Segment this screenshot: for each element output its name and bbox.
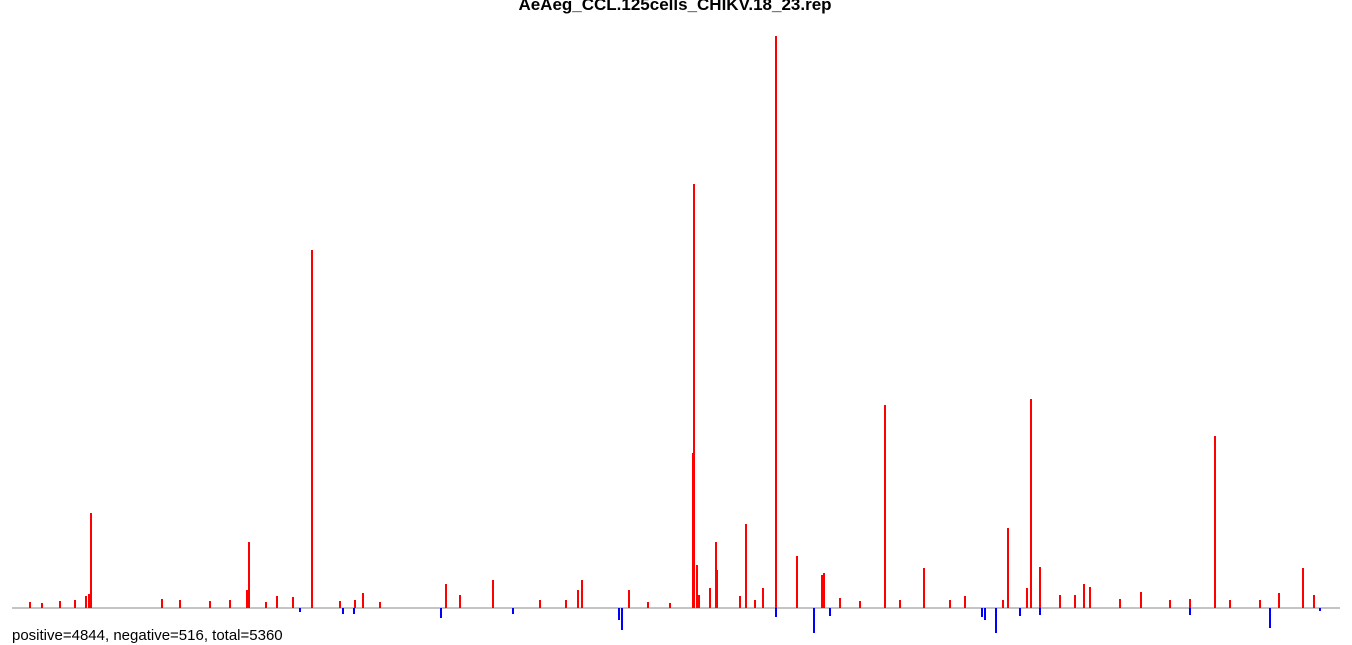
negative-bar xyxy=(995,608,997,633)
positive-bar xyxy=(161,599,163,608)
positive-bar xyxy=(745,524,747,608)
positive-bar xyxy=(775,36,777,608)
positive-bar xyxy=(762,588,764,608)
negative-bar xyxy=(621,608,623,630)
positive-bar xyxy=(248,542,250,608)
positive-bar xyxy=(796,556,798,608)
positive-bar xyxy=(716,570,718,608)
negative-bar xyxy=(775,608,777,617)
positive-bar xyxy=(362,593,364,608)
negative-bar xyxy=(829,608,831,616)
positive-bar xyxy=(899,600,901,608)
positive-bar xyxy=(949,600,951,608)
positive-bar xyxy=(492,580,494,608)
positive-bar xyxy=(1169,600,1171,608)
negative-bar xyxy=(353,608,355,614)
positive-bar xyxy=(696,565,698,608)
positive-bar xyxy=(265,602,267,608)
positive-bar xyxy=(1214,436,1216,608)
positive-bar xyxy=(311,250,313,608)
positive-bar xyxy=(292,597,294,608)
positive-bar xyxy=(1229,600,1231,608)
negative-bar xyxy=(981,608,983,617)
positive-bar xyxy=(1059,595,1061,608)
positive-bar xyxy=(1259,600,1261,608)
positive-bar xyxy=(41,603,43,608)
positive-bar xyxy=(693,184,695,608)
chart-title: AeAeg_CCL.125cells_CHIKV.18_23.rep xyxy=(518,0,831,14)
negative-bar xyxy=(618,608,620,620)
positive-bar xyxy=(1074,595,1076,608)
positive-bar xyxy=(1089,587,1091,608)
positive-bar xyxy=(923,568,925,608)
positive-bar xyxy=(85,596,87,608)
negative-bar xyxy=(342,608,344,614)
positive-bar xyxy=(1039,567,1041,608)
positive-bar xyxy=(379,602,381,608)
positive-bar xyxy=(276,596,278,608)
positive-bar xyxy=(179,600,181,608)
negative-bar xyxy=(1269,608,1271,628)
positive-bar xyxy=(709,588,711,608)
positive-bar xyxy=(1002,600,1004,608)
summary-note: positive=4844, negative=516, total=5360 xyxy=(12,627,283,644)
positive-bar xyxy=(246,590,248,608)
positive-bar xyxy=(1119,599,1121,608)
positive-bar xyxy=(88,594,90,608)
negative-bar xyxy=(299,608,301,612)
positive-bar xyxy=(577,590,579,608)
positive-bar xyxy=(354,600,356,608)
negative-bar xyxy=(440,608,442,618)
positive-bar xyxy=(59,601,61,608)
positive-bar xyxy=(669,603,671,608)
negative-bar xyxy=(984,608,986,620)
positive-bar xyxy=(74,600,76,608)
positive-bar xyxy=(90,513,92,608)
positive-bar xyxy=(1140,592,1142,608)
positive-bar xyxy=(1278,593,1280,608)
negative-bar xyxy=(813,608,815,633)
positive-bar xyxy=(628,590,630,608)
positive-bar xyxy=(1007,528,1009,608)
positive-bar xyxy=(339,601,341,608)
positive-bar xyxy=(859,601,861,608)
negative-bar xyxy=(512,608,514,614)
positive-bar xyxy=(29,602,31,608)
positive-bar xyxy=(1030,399,1032,608)
positive-bar xyxy=(1189,599,1191,608)
positive-bar xyxy=(1083,584,1085,608)
positive-bar xyxy=(1313,595,1315,608)
negative-bar xyxy=(1019,608,1021,616)
positive-bar xyxy=(565,600,567,608)
positive-bar xyxy=(823,573,825,608)
positive-bar xyxy=(1026,588,1028,608)
positive-bar xyxy=(445,584,447,608)
positive-bar xyxy=(821,575,823,608)
positive-bar xyxy=(459,595,461,608)
negative-bar xyxy=(1189,608,1191,615)
positive-bar xyxy=(698,595,700,608)
positive-bar xyxy=(1302,568,1304,608)
positive-bar xyxy=(209,601,211,608)
positive-bar xyxy=(964,596,966,608)
positive-bar xyxy=(754,600,756,608)
negative-bar xyxy=(1319,608,1321,611)
positive-bar xyxy=(839,598,841,608)
positive-bar xyxy=(647,602,649,608)
positive-bar xyxy=(229,600,231,608)
positive-bar xyxy=(581,580,583,608)
positive-bar xyxy=(539,600,541,608)
positive-bar xyxy=(884,405,886,608)
positive-bar xyxy=(739,596,741,608)
negative-bar xyxy=(1039,608,1041,615)
